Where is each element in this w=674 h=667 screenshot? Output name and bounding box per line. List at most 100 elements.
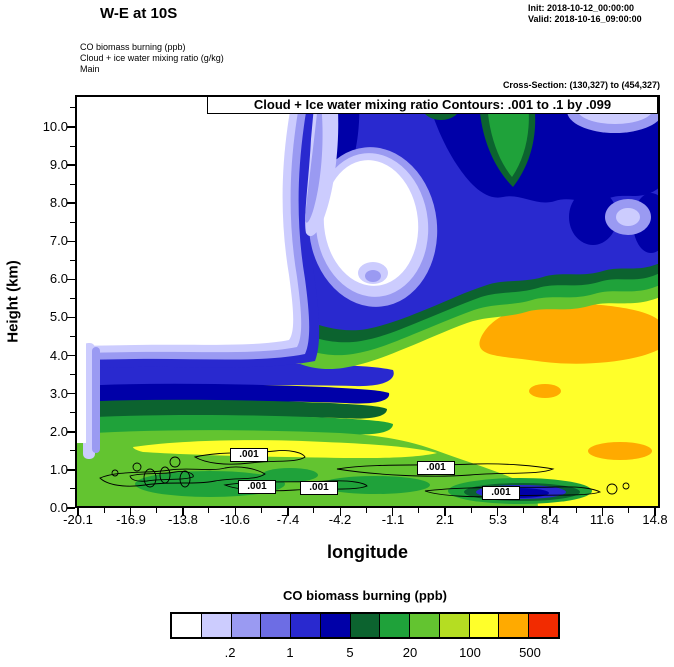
x-tick-label: -13.8 xyxy=(168,512,198,527)
axis-tick xyxy=(496,508,499,516)
axis-tick xyxy=(287,508,289,516)
axis-tick xyxy=(155,508,157,513)
colorbar-cell xyxy=(200,614,231,637)
axis-tick xyxy=(601,508,604,516)
field-label-contour: Cloud + ice water mixing ratio (g/kg) xyxy=(80,53,224,63)
x-tick-label: 8.4 xyxy=(540,512,560,527)
axis-tick xyxy=(67,278,75,281)
axis-tick xyxy=(67,202,75,204)
y-tick-label: 10.0 xyxy=(42,119,68,134)
y-tick-label: 8.0 xyxy=(49,195,68,210)
contour-label-box: .001 xyxy=(300,481,338,495)
contour-label-box: .001 xyxy=(230,448,268,462)
axis-tick xyxy=(365,508,367,513)
x-tick-label: -10.6 xyxy=(220,512,250,527)
axis-tick xyxy=(628,508,630,513)
axis-tick xyxy=(70,336,75,338)
axis-tick xyxy=(70,297,75,299)
axis-tick xyxy=(67,316,75,319)
x-tick-label: -20.1 xyxy=(63,512,93,527)
y-tick-label: 4.0 xyxy=(49,348,68,363)
field-label-domain: Main xyxy=(80,64,100,74)
x-tick-label: -4.2 xyxy=(328,512,352,527)
valid-time-label: Valid: 2018-10-16_09:00:00 xyxy=(528,14,642,24)
axis-tick xyxy=(67,507,75,509)
init-time-label: Init: 2018-10-12_00:00:00 xyxy=(528,3,635,13)
field-label-fill: CO biomass burning (ppb) xyxy=(80,42,186,52)
colorbar-cell xyxy=(498,614,529,637)
axis-tick xyxy=(70,221,75,223)
axis-tick xyxy=(129,508,132,516)
colorbar-cell xyxy=(319,614,350,637)
x-axis-title: longitude xyxy=(327,542,408,562)
colorbar-cell xyxy=(290,614,320,637)
axis-tick xyxy=(67,164,75,166)
x-tick-label: 2.1 xyxy=(435,512,455,527)
axis-tick xyxy=(70,450,75,452)
colorbar-title: CO biomass burning (ppb) xyxy=(283,588,447,603)
axis-tick xyxy=(418,508,420,513)
axis-tick xyxy=(182,508,184,516)
x-tick-label: 14.8 xyxy=(642,512,668,527)
axis-tick xyxy=(70,107,75,109)
axis-tick xyxy=(549,508,551,516)
field-legend: CO biomass burning (ppb) Cloud + ice wat… xyxy=(80,42,224,75)
contour-fill-canvas xyxy=(75,95,660,508)
axis-tick xyxy=(339,508,342,516)
colorbar-tick-label: 500 xyxy=(519,645,541,660)
axis-tick xyxy=(470,508,472,513)
axis-tick xyxy=(103,508,105,513)
colorbar-cell xyxy=(438,614,469,637)
cross-section-label: Cross-Section: (130,327) to (454,327) xyxy=(502,80,660,90)
axis-tick xyxy=(523,508,525,513)
axis-tick xyxy=(444,508,446,516)
axis-tick xyxy=(70,145,75,147)
y-tick-label: 3.0 xyxy=(49,386,68,401)
axis-tick xyxy=(70,259,75,261)
y-tick-label: 2.0 xyxy=(49,424,68,439)
colorbar-tick-label: 5 xyxy=(346,645,354,660)
y-tick-label: 5.0 xyxy=(49,309,68,324)
colorbar-cell xyxy=(260,614,291,637)
colorbar-cell xyxy=(409,614,439,637)
colorbar-cell xyxy=(379,614,410,637)
y-tick-label: 6.0 xyxy=(49,271,68,286)
page-title: W-E at 10S xyxy=(100,5,178,22)
axis-tick xyxy=(234,508,237,516)
colorbar-cell xyxy=(230,614,261,637)
axis-tick xyxy=(67,240,75,243)
axis-tick xyxy=(70,183,75,185)
axis-tick xyxy=(70,374,75,376)
colorbar-cell xyxy=(172,614,201,637)
y-tick-label: 1.0 xyxy=(49,462,68,477)
fill-regions xyxy=(75,95,660,508)
colorbar-tick-label: 100 xyxy=(459,645,481,660)
axis-tick xyxy=(67,431,75,433)
axis-tick xyxy=(67,392,75,395)
y-axis-title: Height (km) xyxy=(4,260,22,343)
axis-tick xyxy=(654,508,656,516)
colorbar-tick-label: 20 xyxy=(402,645,418,660)
axis-tick xyxy=(260,508,262,513)
colorbar-tick-label: 1 xyxy=(286,645,294,660)
x-tick-label: 11.6 xyxy=(589,512,615,527)
colorbar-cell xyxy=(468,614,499,637)
y-tick-label: 0.0 xyxy=(49,500,68,515)
axis-tick xyxy=(313,508,315,513)
contour-label-box: .001 xyxy=(482,486,520,500)
contour-title-box: Cloud + Ice water mixing ratio Contours:… xyxy=(207,96,658,114)
axis-tick xyxy=(575,508,577,513)
axis-tick xyxy=(70,412,75,414)
y-tick-label: 7.0 xyxy=(49,233,68,248)
contour-label-box: .001 xyxy=(417,461,455,475)
x-tick-label: 5.3 xyxy=(488,512,508,527)
axis-tick xyxy=(67,354,75,357)
y-tick-label: 9.0 xyxy=(49,157,68,172)
colorbar xyxy=(170,612,560,639)
colorbar-tick-label: .2 xyxy=(224,645,236,660)
axis-tick xyxy=(67,469,75,471)
axis-tick xyxy=(67,126,75,128)
axis-tick xyxy=(391,508,394,516)
contour-label-box: .001 xyxy=(238,480,276,494)
